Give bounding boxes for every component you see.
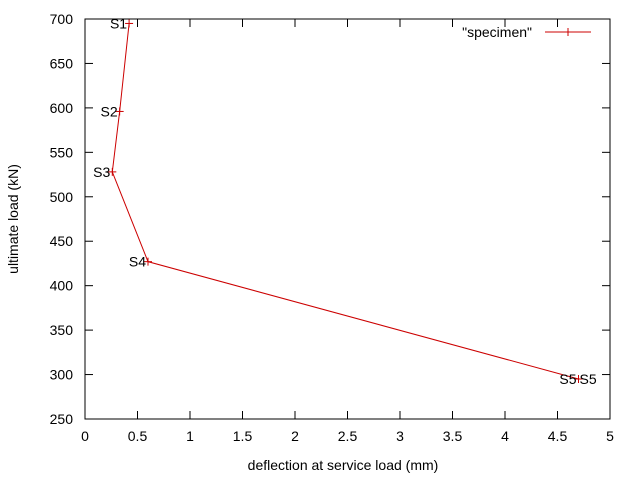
y-tick-label: 700	[50, 11, 74, 27]
data-point	[108, 167, 117, 176]
point-label: S1	[110, 15, 127, 31]
x-tick-label: 2.5	[338, 428, 358, 444]
data-series	[108, 19, 583, 383]
x-tick-label: 0	[81, 428, 89, 444]
x-tick-label: 4	[501, 428, 509, 444]
x-tick-label: 1.5	[233, 428, 253, 444]
x-tick-label: 1	[186, 428, 194, 444]
ticks: 0 0.5 1 1.5 2 2.5 3 3.5 4 4.5 5 250 300 350 400 450 500 5…	[50, 11, 614, 444]
legend: "specimen"	[462, 24, 591, 40]
point-label: S2	[101, 103, 118, 119]
point-label: S4	[129, 254, 146, 270]
y-tick-label: 300	[50, 367, 74, 383]
data-point	[125, 19, 134, 28]
y-tick-label: 450	[50, 233, 74, 249]
y-tick-label: 550	[50, 144, 74, 160]
legend-marker	[564, 28, 572, 36]
y-tick-label: 500	[50, 189, 74, 205]
axes	[84, 18, 611, 420]
series-line	[111, 23, 579, 380]
x-tick-label: 3	[396, 428, 404, 444]
data-point	[115, 107, 124, 116]
y-tick-label: 650	[50, 55, 74, 71]
y-tick-label: 600	[50, 100, 74, 116]
x-tick-label: 5	[606, 428, 614, 444]
data-point	[144, 257, 152, 266]
x-tick-label: 2	[291, 428, 299, 444]
x-tick-label: 4.5	[548, 428, 568, 444]
plot-frame	[84, 18, 611, 420]
x-tick-label: 0.5	[128, 428, 148, 444]
annotation-label: S5	[580, 371, 597, 387]
y-tick-label: 400	[50, 278, 74, 294]
data-point	[574, 375, 583, 383]
legend-label: "specimen"	[462, 24, 532, 40]
point-label: S3	[93, 164, 110, 180]
x-tick-label: 3.5	[443, 428, 463, 444]
x-axis-title: deflection at service load (mm)	[248, 457, 439, 473]
y-axis-title: ultimate load (kN)	[5, 164, 21, 274]
point-label: S5	[559, 371, 576, 387]
y-tick-label: 350	[50, 322, 74, 338]
point-labels: S1 S2 S3 S4 S5 S5	[93, 15, 597, 387]
y-tick-label: 250	[50, 411, 74, 427]
